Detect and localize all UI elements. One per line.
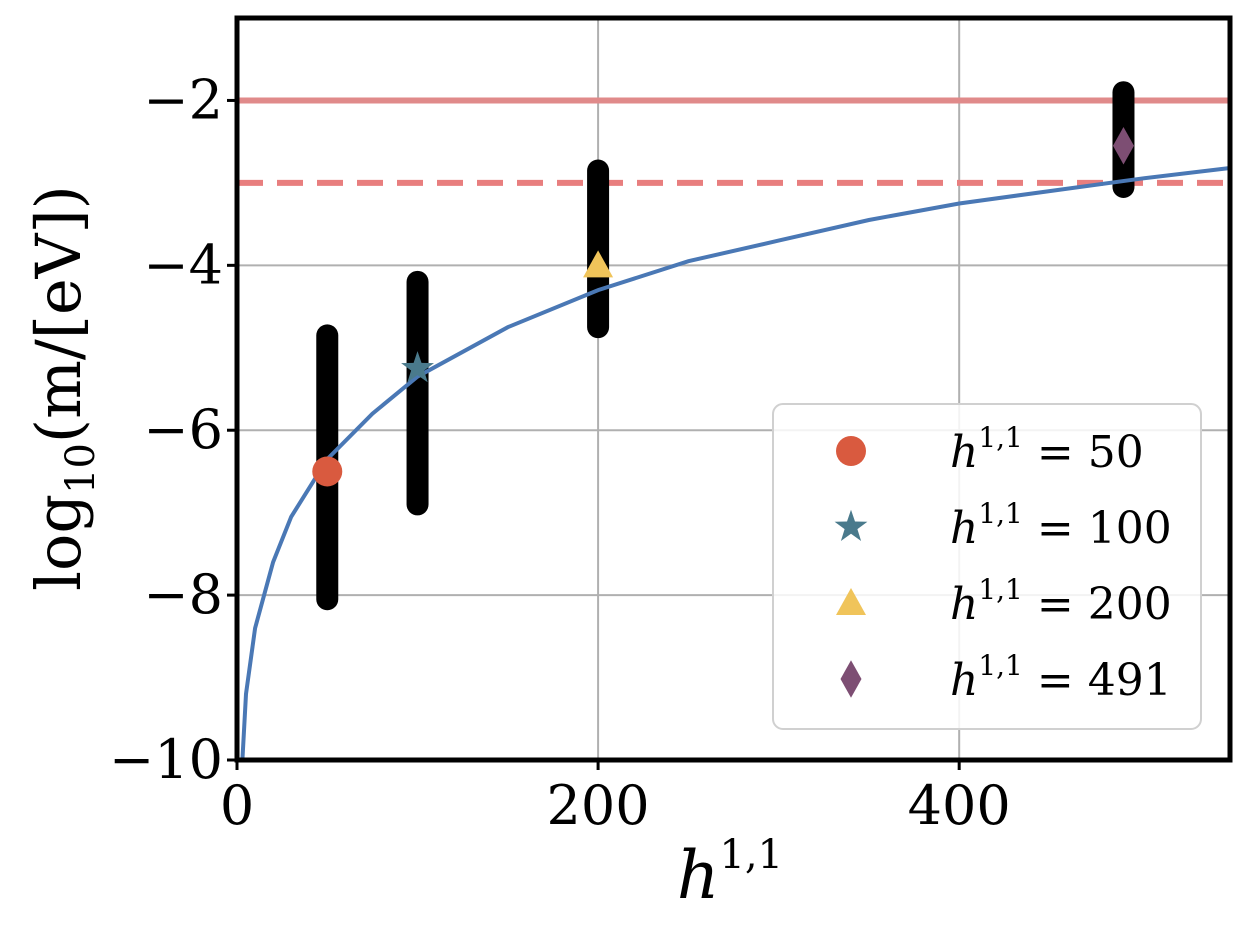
x-tick-label: 200 [547, 774, 650, 837]
x-tick-label: 0 [220, 774, 254, 837]
y-tick-label: −6 [143, 398, 223, 461]
x-axis-label: h1,1 [677, 832, 783, 914]
legend-label: h1,1 = 200 [950, 573, 1172, 630]
y-axis-label-prefix: log [22, 494, 95, 591]
legend-items: h1,1 = 50 h1,1 = 100 h1,1 = 200 h1,1 = 491 [834, 421, 1172, 706]
x-axis-label-base: h [677, 837, 720, 914]
legend-marker-star [834, 509, 868, 541]
y-axis-label: log10(m/[eV]) [22, 185, 104, 591]
y-tick-label: −10 [109, 728, 223, 791]
reference-lines [237, 97, 1230, 186]
marker-circle-50 [312, 456, 343, 487]
legend-entry: h1,1 = 200 [836, 573, 1172, 630]
legend: h1,1 = 50 h1,1 = 100 h1,1 = 200 h1,1 = 491 [772, 403, 1202, 730]
y-axis-ticks: −10 −8 −6 −4 −2 [109, 68, 237, 791]
legend-entry: h1,1 = 100 [834, 497, 1172, 554]
legend-entry: h1,1 = 491 [840, 649, 1172, 706]
marker-star-100 [401, 351, 434, 383]
legend-marker-triangle [836, 588, 866, 615]
legend-marker-diamond [840, 660, 862, 698]
plot-frame [234, 15, 1233, 763]
x-axis-label-sup: 1,1 [719, 832, 783, 878]
y-tick-label: −8 [143, 563, 223, 626]
legend-marker-circle [836, 436, 866, 466]
fit-curve [240, 166, 1231, 761]
marker-triangle-200 [583, 250, 614, 278]
x-tick-label: 400 [908, 774, 1011, 837]
legend-entry: h1,1 = 50 [836, 421, 1144, 478]
y-tick-label: −2 [143, 68, 223, 131]
legend-label: h1,1 = 50 [950, 421, 1144, 478]
legend-label: h1,1 = 491 [950, 649, 1172, 706]
y-axis-label-suffix: (m/[eV]) [22, 185, 95, 443]
legend-box [772, 403, 1202, 730]
marker-diamond-491 [1112, 127, 1134, 165]
series-markers [312, 127, 1134, 487]
y-axis-label-sub: 10 [58, 443, 104, 494]
y-tick-label: −4 [143, 233, 223, 296]
x-axis-ticks: 0 200 400 [220, 760, 1011, 837]
legend-label: h1,1 = 100 [950, 497, 1172, 554]
